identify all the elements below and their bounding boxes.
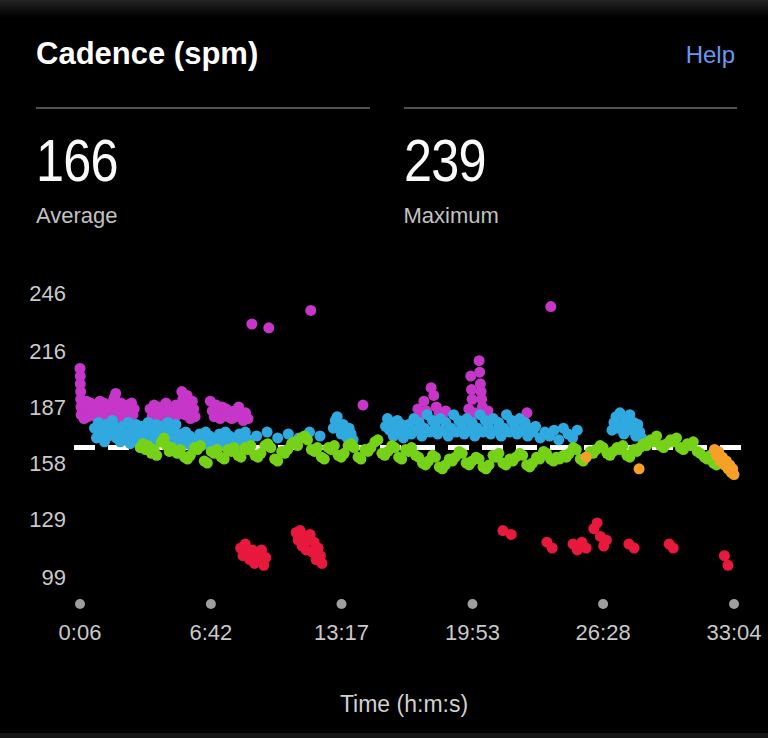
y-axis-tick-label: 246 bbox=[29, 281, 66, 306]
data-point-purple bbox=[474, 355, 485, 366]
data-point-green bbox=[389, 442, 400, 453]
bottom-edge-strip bbox=[0, 733, 768, 738]
data-point-red bbox=[547, 543, 558, 554]
data-point-purple bbox=[474, 367, 485, 378]
data-point-blue bbox=[553, 434, 564, 445]
x-axis-tick-label: 13:17 bbox=[314, 620, 369, 645]
cadence-scatter-chart: 246 216 187 158 129 99 0:06 6:42 13:17 19:53 26:28… bbox=[0, 0, 768, 738]
data-point-red bbox=[601, 535, 612, 546]
x-axis-tick-label: 33:04 bbox=[706, 620, 761, 645]
x-axis-tick-label: 19:53 bbox=[445, 620, 500, 645]
data-point-purple bbox=[428, 390, 439, 401]
data-point-red bbox=[723, 560, 734, 571]
data-point-red bbox=[260, 552, 271, 563]
data-point-green bbox=[349, 442, 360, 453]
data-point-red bbox=[719, 550, 730, 561]
data-point-blue bbox=[315, 431, 326, 442]
data-point-blue bbox=[170, 419, 181, 430]
data-point-red bbox=[668, 543, 679, 554]
data-point-green bbox=[651, 431, 662, 442]
data-point-blue bbox=[530, 421, 541, 432]
data-point-green bbox=[430, 452, 441, 463]
data-point-purple bbox=[129, 403, 140, 414]
data-point-red bbox=[581, 543, 592, 554]
x-axis-tick-label: 26:28 bbox=[576, 620, 631, 645]
y-axis-tick-label: 187 bbox=[29, 395, 66, 420]
x-axis-tick-dot bbox=[337, 599, 347, 609]
x-axis-tick-dot bbox=[206, 599, 216, 609]
data-point-green bbox=[195, 440, 206, 451]
data-point-green bbox=[688, 436, 699, 447]
data-point-green bbox=[457, 448, 468, 459]
data-point-purple bbox=[243, 413, 254, 424]
data-point-red bbox=[592, 517, 603, 528]
data-point-green bbox=[493, 448, 504, 459]
data-point-purple bbox=[467, 394, 478, 405]
x-axis-tick-dot bbox=[598, 599, 608, 609]
data-point-orange bbox=[634, 463, 645, 474]
data-point-green bbox=[245, 440, 256, 451]
data-point-blue bbox=[262, 427, 273, 438]
data-point-purple bbox=[246, 319, 257, 330]
cadence-chart-page: Cadence (spm) Help 166 Average 239 Maxim… bbox=[0, 0, 768, 738]
x-axis-title: Time (h:m:s) bbox=[40, 691, 768, 718]
y-axis-tick-label: 158 bbox=[29, 451, 66, 476]
data-point-purple bbox=[305, 305, 316, 316]
x-axis-tick-dot bbox=[729, 599, 739, 609]
data-point-green bbox=[617, 440, 628, 451]
x-axis-tick-label: 0:06 bbox=[59, 620, 102, 645]
y-axis-tick-label: 99 bbox=[42, 565, 66, 590]
x-axis-tick-dot bbox=[75, 599, 85, 609]
data-point-purple bbox=[263, 322, 274, 333]
data-point-blue bbox=[572, 425, 583, 436]
data-point-green bbox=[302, 434, 313, 445]
data-point-purple bbox=[418, 396, 429, 407]
data-point-green bbox=[265, 442, 276, 453]
data-point-red bbox=[629, 543, 640, 554]
data-point-green bbox=[372, 434, 383, 445]
data-point-green bbox=[319, 454, 330, 465]
data-point-blue bbox=[251, 431, 262, 442]
x-axis-tick-dot bbox=[468, 599, 478, 609]
data-point-green bbox=[671, 432, 682, 443]
data-point-purple bbox=[358, 400, 369, 411]
data-point-orange bbox=[581, 452, 592, 463]
data-point-purple bbox=[110, 388, 121, 399]
data-point-green bbox=[517, 450, 528, 461]
data-point-green bbox=[329, 440, 340, 451]
data-point-purple bbox=[190, 411, 201, 422]
data-point-blue bbox=[272, 432, 283, 443]
y-axis-tick-label: 129 bbox=[29, 507, 66, 532]
data-point-orange bbox=[729, 469, 740, 480]
data-point-green bbox=[202, 458, 213, 469]
data-point-blue bbox=[549, 425, 560, 436]
data-point-green bbox=[151, 450, 162, 461]
data-point-green bbox=[571, 444, 582, 455]
y-axis-tick-label: 216 bbox=[29, 339, 66, 364]
data-point-green bbox=[312, 442, 323, 453]
data-point-red bbox=[317, 558, 328, 569]
data-point-purple bbox=[545, 301, 556, 312]
x-axis-tick-label: 6:42 bbox=[189, 620, 232, 645]
data-point-red bbox=[506, 529, 517, 540]
